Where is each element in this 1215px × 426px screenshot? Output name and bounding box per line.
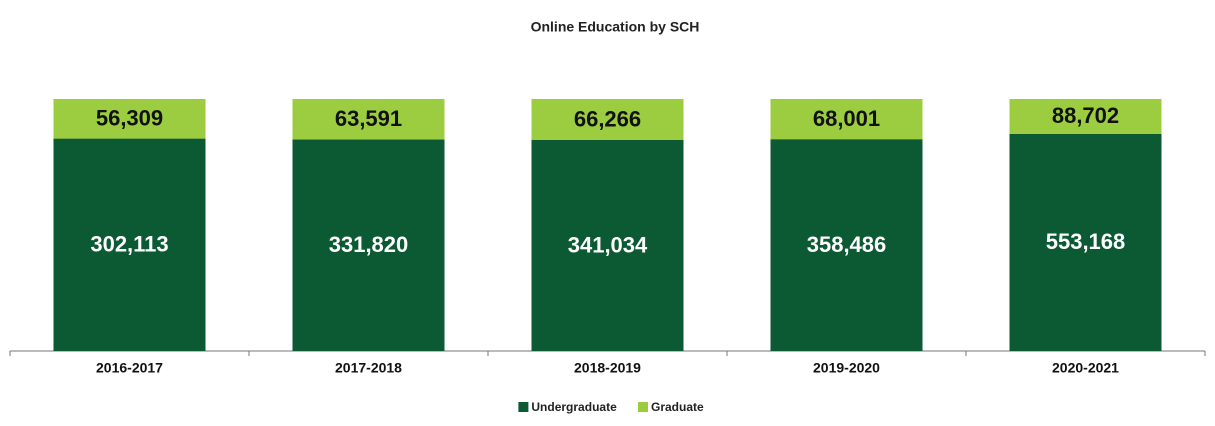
bar-segment: [531, 99, 684, 140]
data-label: 302,113: [90, 232, 168, 257]
data-label: 341,034: [568, 232, 648, 257]
data-label: 88,702: [1052, 103, 1119, 128]
x-tick-label: 2020-2021: [1052, 360, 1119, 376]
bar-segment: [292, 139, 445, 351]
data-label: 56,309: [96, 106, 163, 131]
bar-segment: [1009, 133, 1162, 351]
bar-segment: [770, 139, 923, 351]
bar-segment: [531, 139, 684, 351]
data-label: 63,591: [335, 106, 402, 131]
x-tick-label: 2017-2018: [335, 360, 402, 376]
chart-title: Online Education by SCH: [531, 19, 700, 35]
data-label: 68,001: [813, 106, 880, 131]
x-tick-label: 2019-2020: [813, 360, 880, 376]
bar-segment: [53, 138, 206, 351]
bar-segment: [1009, 99, 1162, 134]
x-tick-label: 2018-2019: [574, 360, 641, 376]
data-label: 331,820: [329, 232, 409, 257]
bar-segment: [53, 99, 206, 139]
data-label: 66,266: [574, 106, 641, 131]
bar-segment: [770, 99, 923, 140]
legend-label: Undergraduate: [531, 400, 617, 414]
data-label: 553,168: [1046, 229, 1126, 254]
legend-swatch: [518, 402, 529, 412]
data-label: 358,486: [807, 232, 887, 257]
bar-segment: [292, 99, 445, 140]
legend-label: Graduate: [651, 400, 704, 414]
legend-swatch: [638, 402, 648, 412]
x-tick-label: 2016-2017: [96, 360, 163, 376]
